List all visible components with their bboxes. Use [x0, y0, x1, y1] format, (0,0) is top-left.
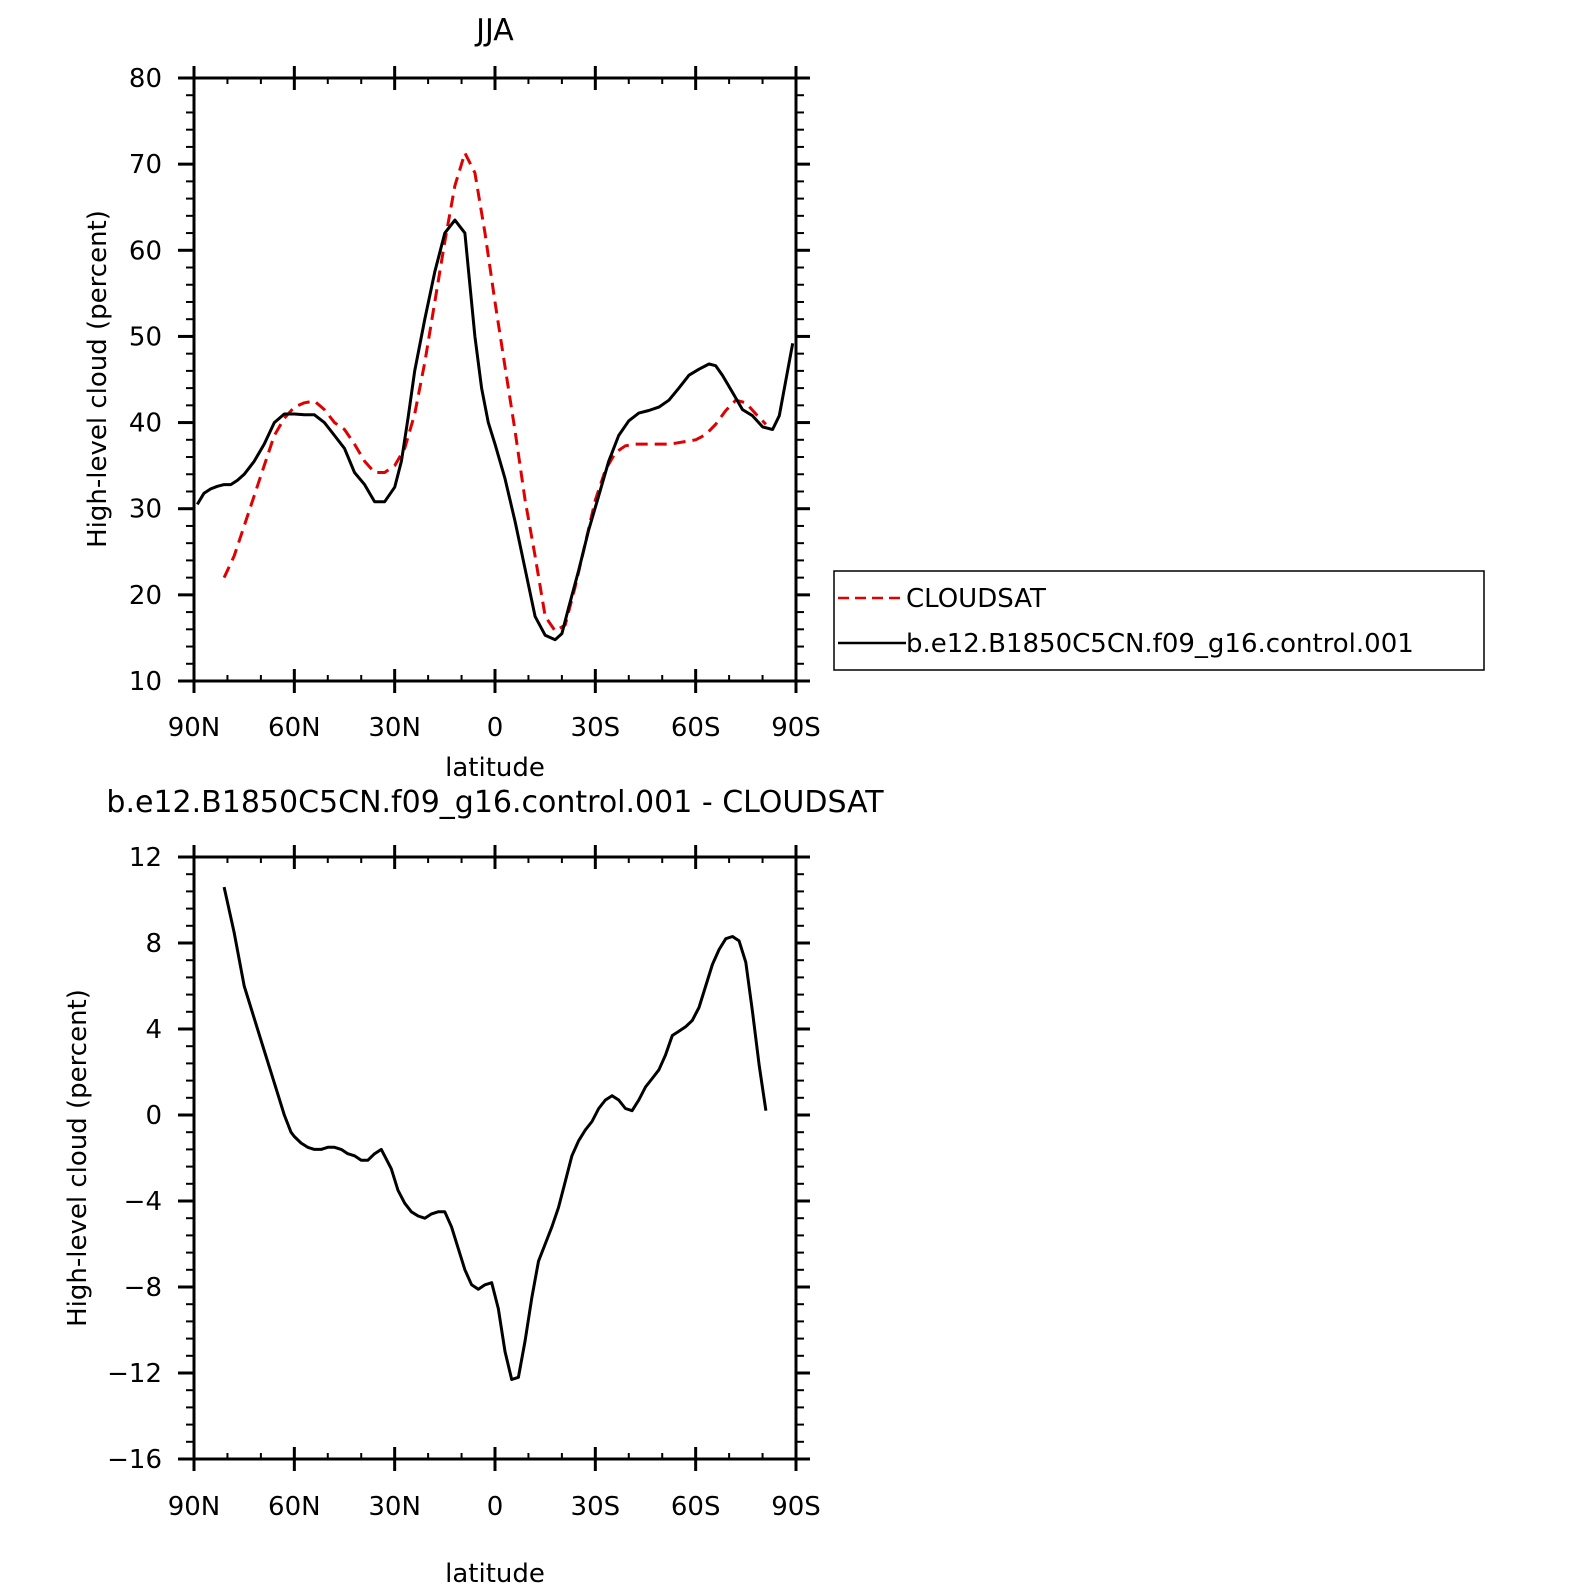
top-plot-x-tick-label: 30S	[571, 713, 621, 743]
bottom-plot-x-tick-label: 90S	[771, 1492, 821, 1522]
bottom-plot-y-axis-label: High-level cloud (percent)	[63, 989, 93, 1327]
bottom-plot: b.e12.B1850C5CN.f09_g16.control.001 - CL…	[63, 785, 884, 1586]
bottom-plot-y-tick-label: −8	[124, 1273, 162, 1303]
legend-label-cloudsat: CLOUDSAT	[906, 584, 1046, 614]
bottom-plot-x-axis-label: latitude	[445, 1559, 545, 1586]
bottom-plot-frame	[192, 855, 798, 1461]
top-plot: JJA latitude High-level cloud (percent) …	[83, 13, 821, 783]
top-plot-x-tick-label: 0	[487, 713, 504, 743]
bottom-plot-y-tick-label: −12	[107, 1359, 162, 1389]
top-plot-y-tick-label: 10	[129, 667, 162, 697]
bottom-plot-y-tick-label: −4	[124, 1187, 162, 1217]
bottom-plot-y-tick-label: 4	[145, 1015, 162, 1045]
bottom-plot-x-tick-label: 60N	[268, 1492, 321, 1522]
top-plot-series-line-0	[222, 151, 767, 633]
top-plot-title: JJA	[474, 13, 514, 48]
top-plot-y-tick-label: 50	[129, 322, 162, 352]
top-plot-legend: CLOUDSAT b.e12.B1850C5CN.f09_g16.control…	[833, 570, 1485, 671]
bottom-plot-y-tick-label: 12	[129, 843, 162, 873]
top-plot-y-tick-label: 80	[129, 64, 162, 94]
bottom-plot-x-tick-label: 60S	[671, 1492, 721, 1522]
top-plot-frame	[192, 76, 798, 683]
bottom-plot-y-tick-label: 0	[145, 1101, 162, 1131]
bottom-plot-x-tick-label: 0	[487, 1492, 504, 1522]
top-plot-y-tick-label: 40	[129, 409, 162, 439]
bottom-plot-title: b.e12.B1850C5CN.f09_g16.control.001 - CL…	[106, 785, 884, 820]
top-plot-x-tick-label: 90N	[168, 713, 221, 743]
top-plot-x-tick-label: 60N	[268, 713, 321, 743]
bottom-plot-x-tick-label: 30S	[571, 1492, 621, 1522]
top-plot-x-axis-label: latitude	[445, 753, 545, 783]
bottom-plot-x-tick-label: 90N	[168, 1492, 221, 1522]
top-plot-y-tick-label: 70	[129, 150, 162, 180]
top-plot-y-tick-label: 60	[129, 236, 162, 266]
top-plot-y-tick-label: 20	[129, 581, 162, 611]
legend-frame	[833, 570, 1485, 671]
top-plot-y-tick-label: 30	[129, 495, 162, 525]
bottom-plot-y-tick-label: 8	[145, 929, 162, 959]
bottom-plot-y-tick-label: −16	[107, 1445, 162, 1475]
top-plot-x-tick-label: 90S	[771, 713, 821, 743]
top-plot-x-tick-label: 30N	[368, 713, 421, 743]
bottom-plot-series-line-0	[222, 886, 768, 1381]
top-plot-series-line-1	[196, 218, 795, 642]
top-plot-y-axis-label: High-level cloud (percent)	[83, 210, 113, 548]
legend-label-model: b.e12.B1850C5CN.f09_g16.control.001	[906, 629, 1414, 659]
top-plot-x-tick-label: 60S	[671, 713, 721, 743]
bottom-plot-x-tick-label: 30N	[368, 1492, 421, 1522]
